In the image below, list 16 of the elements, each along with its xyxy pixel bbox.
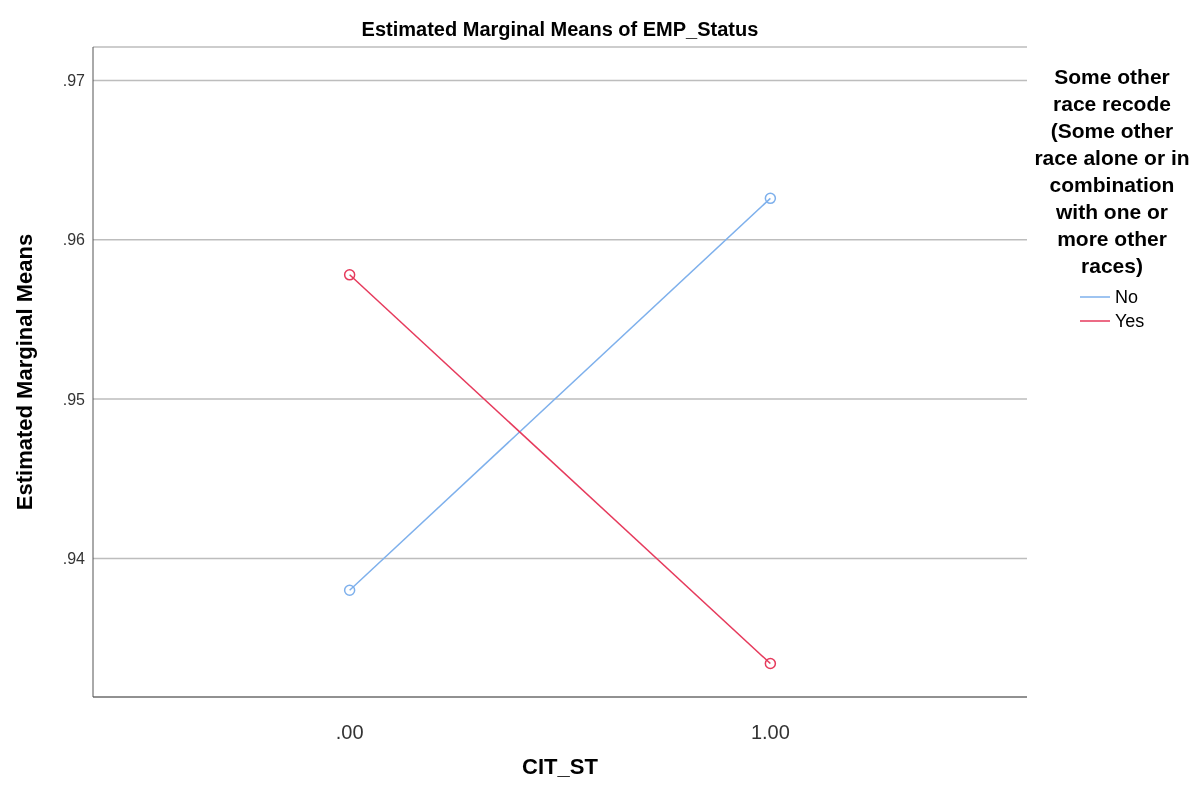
y-tick-label: .96 — [62, 231, 86, 249]
point — [343, 269, 356, 281]
point — [343, 584, 356, 597]
y-tick-label: .97 — [62, 72, 86, 90]
chart-title: Estimated Marginal Means of EMP_Status — [360, 18, 760, 41]
legend-title: Some other race recode (Some other race alone or in combination with one or more other races) — [1033, 64, 1191, 279]
y-tick-label: .94 — [62, 550, 86, 568]
y-tick-label: .95 — [62, 390, 86, 408]
x-tick-label: 1.00 — [750, 721, 790, 744]
x-axis-title: CIT_ST — [522, 754, 599, 779]
point — [764, 657, 777, 670]
legend-label: No — [1115, 286, 1139, 308]
y-axis-title: Estimated Marginal Means — [11, 233, 37, 511]
x-tick-label: .00 — [335, 721, 364, 744]
legend-label: Yes — [1115, 310, 1145, 332]
point — [764, 192, 777, 205]
